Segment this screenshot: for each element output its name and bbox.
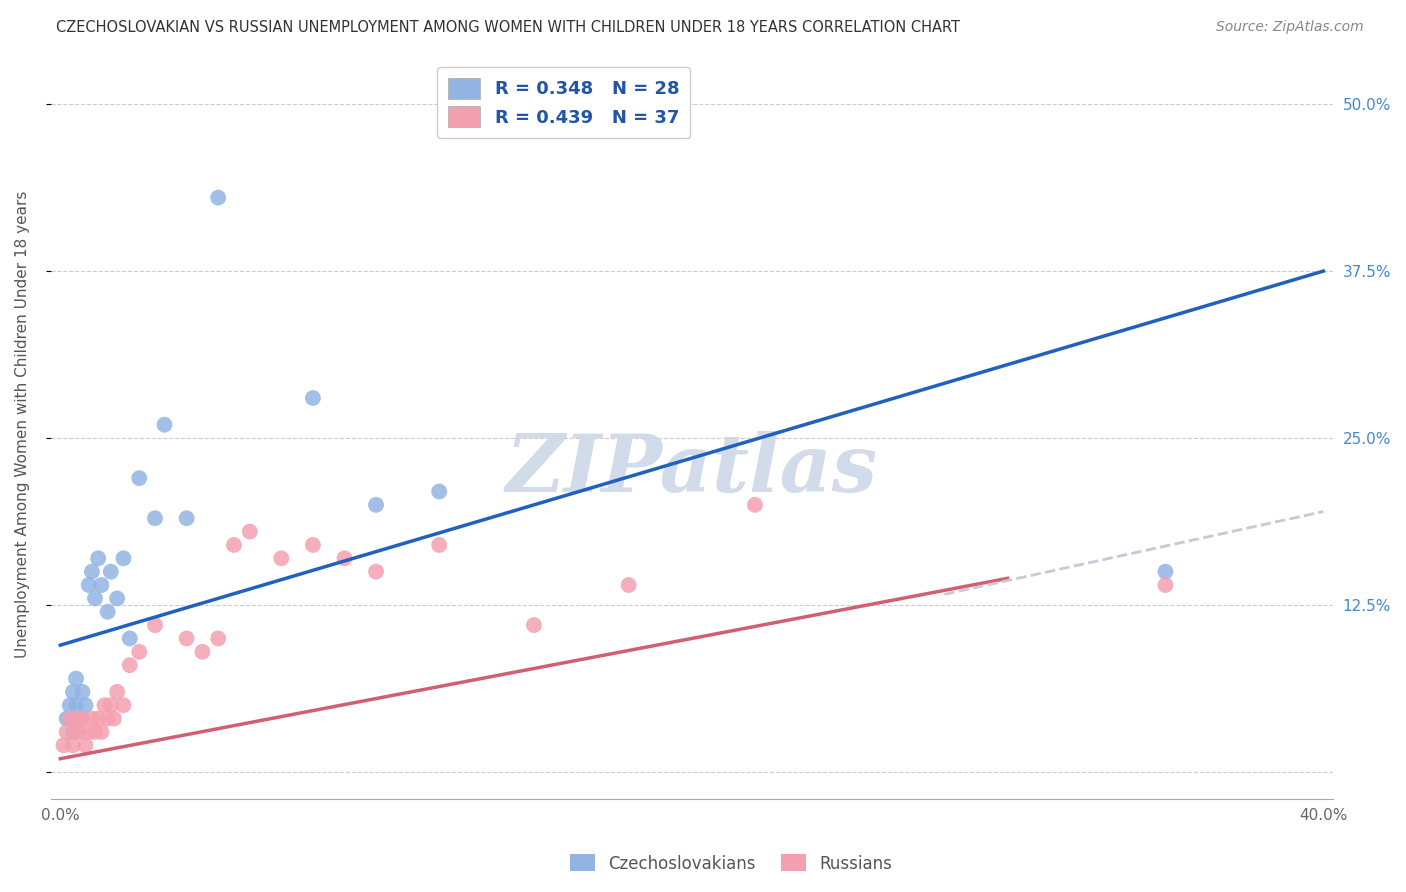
Point: [62, 739, 84, 753]
Point: [87, 551, 110, 566]
Point: [59, 698, 82, 713]
Point: [191, 645, 214, 659]
Point: [112, 698, 135, 713]
Point: [176, 632, 198, 646]
Point: [105, 685, 128, 699]
Legend: R = 0.348   N = 28, R = 0.439   N = 37: R = 0.348 N = 28, R = 0.439 N = 37: [437, 67, 690, 137]
Point: [105, 591, 128, 606]
Point: [333, 551, 356, 566]
Point: [97, 712, 120, 726]
Point: [65, 698, 87, 713]
Point: [55, 712, 77, 726]
Point: [427, 538, 450, 552]
Point: [90, 578, 112, 592]
Point: [523, 618, 546, 632]
Point: [118, 632, 141, 646]
Point: [93, 698, 115, 713]
Point: [302, 391, 325, 405]
Point: [77, 578, 100, 592]
Point: [128, 471, 150, 485]
Point: [617, 578, 640, 592]
Text: ZIPatlas: ZIPatlas: [506, 431, 877, 508]
Point: [84, 725, 107, 739]
Point: [207, 191, 229, 205]
Text: Source: ZipAtlas.com: Source: ZipAtlas.com: [1216, 20, 1364, 34]
Point: [87, 712, 110, 726]
Point: [744, 498, 766, 512]
Point: [67, 712, 90, 726]
Point: [55, 725, 77, 739]
Point: [112, 551, 135, 566]
Point: [97, 605, 120, 619]
Point: [75, 739, 97, 753]
Point: [1154, 578, 1177, 592]
Point: [364, 498, 387, 512]
Point: [1154, 565, 1177, 579]
Point: [72, 712, 94, 726]
Y-axis label: Unemployment Among Women with Children Under 18 years: Unemployment Among Women with Children U…: [15, 191, 30, 658]
Point: [100, 565, 122, 579]
Point: [59, 712, 82, 726]
Point: [100, 698, 122, 713]
Point: [65, 712, 87, 726]
Point: [67, 725, 90, 739]
Point: [176, 511, 198, 525]
Point: [84, 591, 107, 606]
Point: [143, 511, 166, 525]
Point: [90, 725, 112, 739]
Point: [80, 565, 103, 579]
Point: [143, 618, 166, 632]
Point: [302, 538, 325, 552]
Point: [75, 698, 97, 713]
Point: [103, 712, 125, 726]
Point: [80, 712, 103, 726]
Point: [222, 538, 245, 552]
Point: [52, 739, 75, 753]
Point: [270, 551, 292, 566]
Point: [239, 524, 262, 539]
Point: [62, 685, 84, 699]
Legend: Czechoslovakians, Russians: Czechoslovakians, Russians: [564, 847, 898, 880]
Point: [72, 685, 94, 699]
Point: [65, 725, 87, 739]
Text: CZECHOSLOVAKIAN VS RUSSIAN UNEMPLOYMENT AMONG WOMEN WITH CHILDREN UNDER 18 YEARS: CZECHOSLOVAKIAN VS RUSSIAN UNEMPLOYMENT …: [56, 20, 960, 35]
Point: [65, 672, 87, 686]
Point: [364, 565, 387, 579]
Point: [128, 645, 150, 659]
Point: [207, 632, 229, 646]
Point: [118, 658, 141, 673]
Point: [77, 725, 100, 739]
Point: [427, 484, 450, 499]
Point: [62, 725, 84, 739]
Point: [153, 417, 176, 432]
